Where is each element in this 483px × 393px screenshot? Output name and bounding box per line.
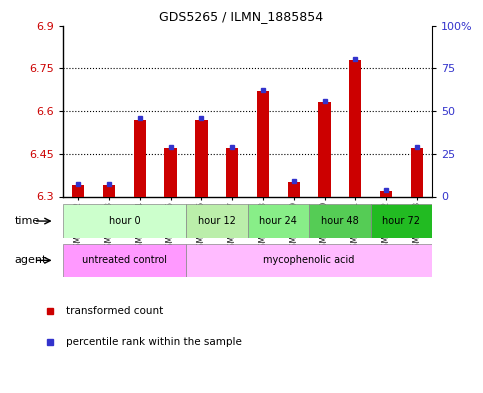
Bar [226, 148, 238, 196]
Text: time: time [14, 216, 40, 226]
Text: untreated control: untreated control [82, 255, 167, 265]
Bar [318, 103, 331, 196]
Text: hour 72: hour 72 [383, 216, 421, 226]
Bar [103, 185, 115, 196]
Bar [134, 119, 146, 196]
Bar [371, 204, 432, 238]
Bar [63, 204, 186, 238]
Bar [186, 204, 247, 238]
Text: GDS5265 / ILMN_1885854: GDS5265 / ILMN_1885854 [159, 10, 324, 23]
Bar [195, 119, 208, 196]
Bar [247, 204, 309, 238]
Text: hour 12: hour 12 [198, 216, 236, 226]
Bar [309, 204, 371, 238]
Text: agent: agent [14, 255, 47, 265]
Bar [257, 91, 269, 196]
Bar [349, 60, 361, 196]
Text: hour 0: hour 0 [109, 216, 140, 226]
Bar [63, 244, 186, 277]
Bar [186, 244, 432, 277]
Text: transformed count: transformed count [66, 306, 163, 316]
Text: hour 48: hour 48 [321, 216, 359, 226]
Text: percentile rank within the sample: percentile rank within the sample [66, 337, 242, 347]
Bar [164, 148, 177, 196]
Bar [287, 182, 300, 196]
Bar [411, 148, 423, 196]
Bar [380, 191, 392, 196]
Text: hour 24: hour 24 [259, 216, 297, 226]
Bar [72, 185, 85, 196]
Text: mycophenolic acid: mycophenolic acid [263, 255, 355, 265]
